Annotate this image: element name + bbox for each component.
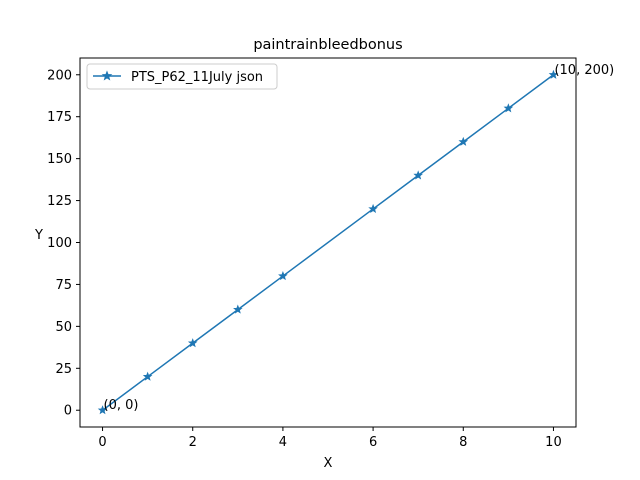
y-tick-label: 125 [47, 194, 72, 209]
data-point-star [413, 170, 423, 180]
data-point-star [278, 271, 288, 281]
legend-box [86, 63, 278, 90]
y-tick-label: 175 [47, 110, 72, 125]
data-point-star [503, 103, 514, 113]
x-tick-label: 2 [189, 435, 197, 450]
point-annotation: (10, 200) [554, 63, 614, 78]
data-point-star [97, 405, 108, 415]
x-axis-label: X [324, 456, 333, 471]
y-axis-label: Y [34, 228, 43, 243]
y-tick-label: 25 [55, 362, 72, 377]
x-tick-label: 8 [459, 435, 467, 450]
y-tick-label: 200 [47, 68, 72, 83]
legend-label: PTS_P62_11July json [131, 70, 263, 85]
x-tick-label: 4 [279, 435, 287, 450]
legend-star-marker [101, 70, 113, 81]
data-point-star [187, 338, 198, 348]
data-point-star [548, 69, 559, 79]
y-tick-label: 75 [55, 278, 72, 293]
y-tick-label: 100 [47, 236, 72, 251]
y-tick-label: 50 [55, 320, 72, 335]
y-tick-label: 150 [47, 152, 72, 167]
data-point-star [368, 203, 378, 214]
x-tick-label: 0 [98, 435, 106, 450]
x-axis-ticks: 0 2 4 6 8 10 [98, 427, 562, 450]
point-annotation: (0, 0) [104, 398, 139, 413]
series-line [102, 74, 554, 411]
series-layer [97, 69, 559, 415]
y-tick-label: 0 [64, 404, 72, 419]
x-tick-label: 10 [545, 435, 562, 450]
legend: PTS_P62_11July json [86, 63, 278, 90]
y-axis-ticks: 0 25 50 75 100 125 150 175 200 [47, 68, 80, 419]
chart-title: paintrainbleedbonus [253, 37, 402, 53]
x-tick-label: 6 [369, 435, 377, 450]
data-point-star [458, 136, 469, 146]
data-point-star [233, 304, 243, 314]
annotation-layer: (0, 0) (10, 200) [104, 63, 615, 413]
data-point-star [142, 371, 153, 381]
